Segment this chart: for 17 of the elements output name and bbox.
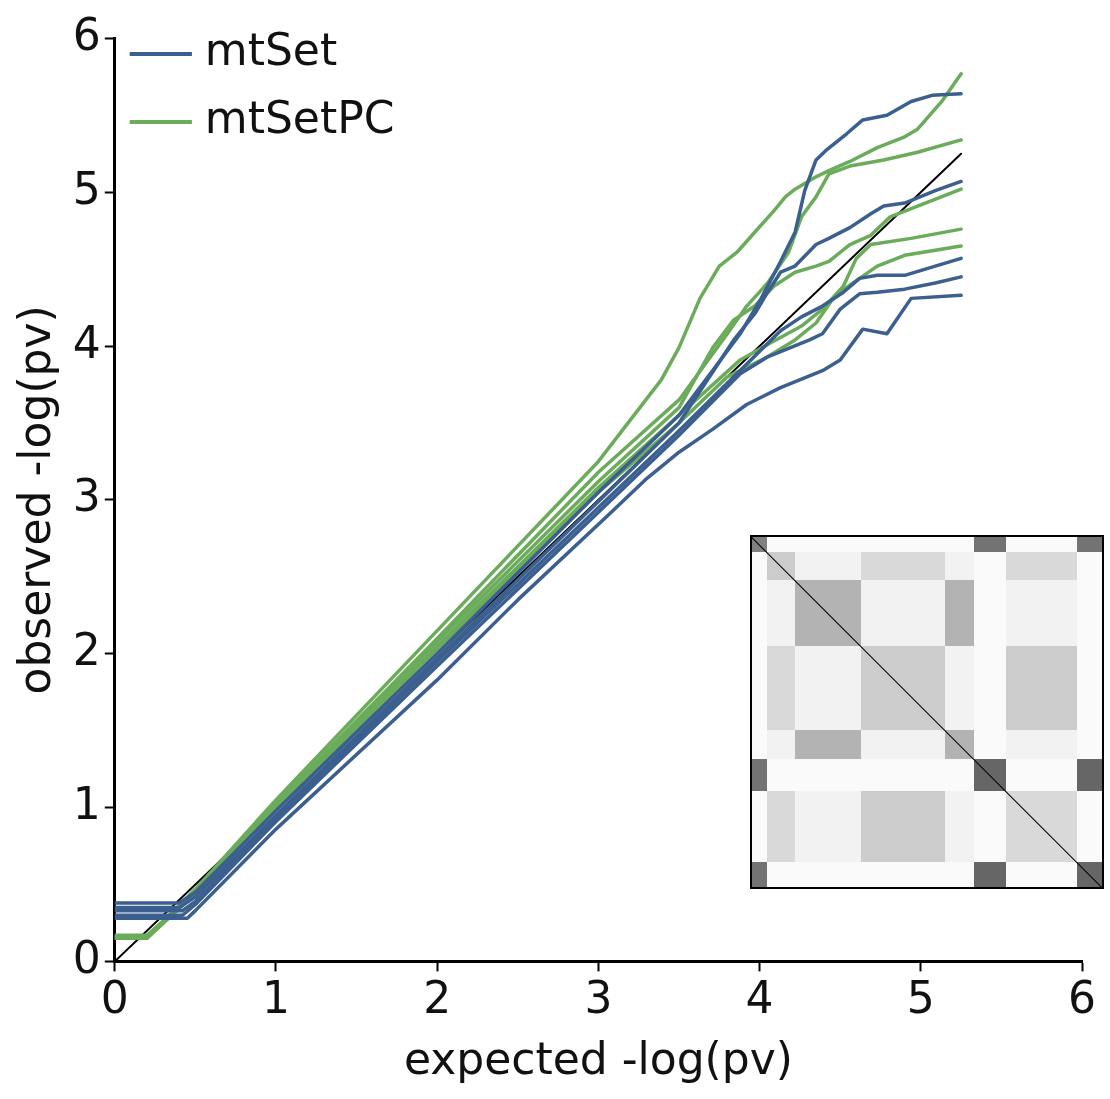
y-axis-title: observed -log(pv) [8,305,60,695]
x-tick-label: 6 [1068,972,1096,1024]
x-tick-label: 3 [584,972,613,1024]
x-axis-title: expected -log(pv) [403,1033,793,1085]
legend-label: mtSetPC [204,92,395,144]
y-tick-label: 3 [72,470,101,522]
y-tick-label: 0 [72,931,101,983]
x-tick-label: 2 [423,972,452,1024]
x-tick-label: 4 [745,972,774,1024]
y-tick-label: 5 [72,162,101,214]
y-tick-label: 1 [72,778,101,829]
x-tick-label: 1 [262,972,290,1024]
y-tick-label: 6 [72,8,101,60]
x-tick-label: 5 [906,972,935,1024]
y-tick-label: 2 [72,624,101,676]
legend-label: mtSet [204,24,338,76]
y-tick-label: 4 [72,316,101,368]
